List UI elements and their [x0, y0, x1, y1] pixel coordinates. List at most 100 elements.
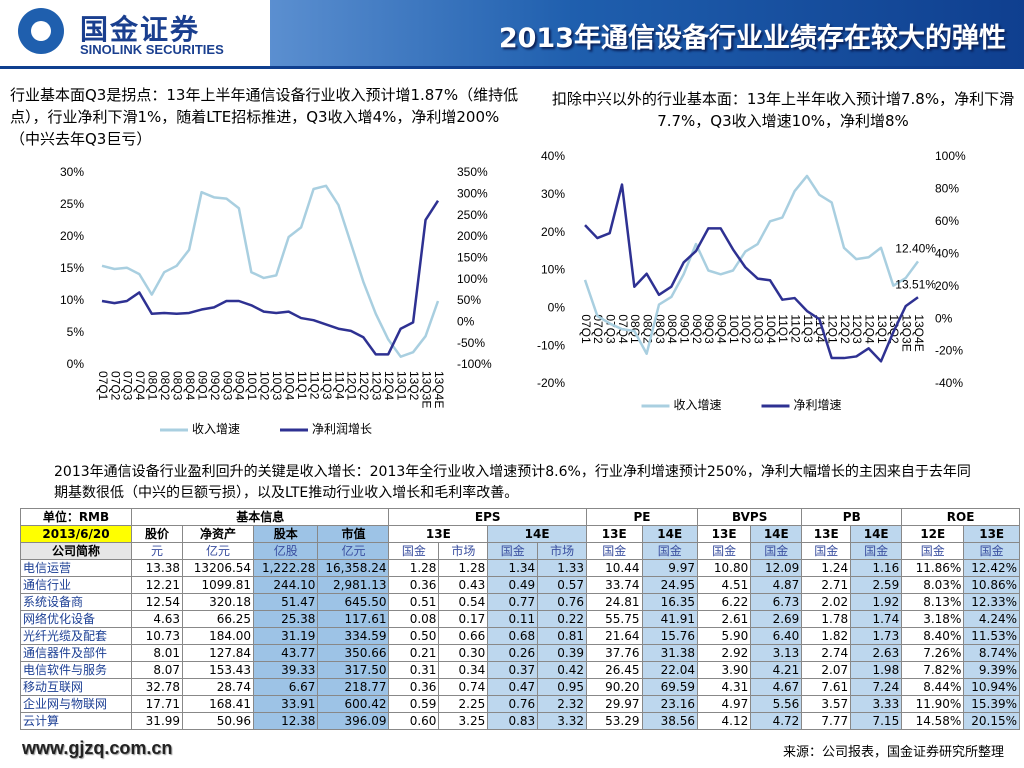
- table-cell: 13E: [586, 525, 643, 543]
- table-cell: 69.59: [641, 678, 698, 696]
- table-cell: 0.49: [487, 576, 539, 594]
- table-cell: 1.28: [438, 559, 489, 577]
- table-cell: 0.08: [388, 610, 440, 628]
- y2-tick-label: 100%: [457, 272, 488, 286]
- legend-label: 收入增速: [192, 422, 240, 436]
- table-cell: 国金: [850, 542, 903, 560]
- y2-tick-label: -100%: [457, 357, 492, 371]
- summary: 2013年通信设备行业盈利回升的关键是收入增长：2013年全行业收入增速预计8.…: [54, 464, 971, 501]
- table-cell: 14.58%: [901, 712, 965, 730]
- x-tick-label: 12Q3: [850, 314, 864, 344]
- table-cell: 0.50: [388, 627, 440, 645]
- table-cell: 2.02: [801, 593, 852, 611]
- table-cell: 31.99: [130, 712, 184, 730]
- table-cell: 2.07: [801, 661, 852, 679]
- table-cell: 0.43: [438, 576, 489, 594]
- table-cell: 4.67: [750, 678, 803, 696]
- table-cell: 1.33: [537, 559, 588, 577]
- table-cell: 0.37: [487, 661, 539, 679]
- logo-en: SINOLINK SECURITIES: [80, 42, 224, 57]
- table-cell: 66.25: [182, 610, 255, 628]
- table-cell: 3.57: [801, 695, 852, 713]
- table-cell: 1.78: [801, 610, 852, 628]
- x-tick-label: 11Q2: [307, 371, 321, 400]
- table-cell: 0.77: [487, 593, 539, 611]
- body-row: 通信器件及部件 8.01 127.84 43.77 350.66 0.21 0.30 0.26…: [20, 644, 1020, 662]
- table-cell: 4.97: [696, 695, 752, 713]
- table-cell: 12.21: [130, 576, 184, 594]
- x-tick-label: 07Q3: [121, 371, 135, 401]
- x-tick-label: 12Q3: [370, 371, 384, 401]
- table-cell: 12.09: [750, 559, 803, 577]
- table-cell: 7.26%: [901, 644, 965, 662]
- table-cell: 15.76: [641, 627, 698, 645]
- x-tick-label: 07Q1: [579, 314, 593, 344]
- table-cell: 10.80: [696, 559, 752, 577]
- y-tick-label: 20%: [541, 225, 565, 239]
- value-label: 13.51%: [895, 277, 936, 291]
- table-cell: 市场: [438, 542, 489, 560]
- table-cell: 净资产: [182, 525, 255, 543]
- table-cell: 2013/6/20: [20, 525, 132, 543]
- table-cell: 1.34: [487, 559, 539, 577]
- x-tick-label: 11Q3: [320, 371, 334, 400]
- y2-tick-label: 250%: [457, 208, 488, 222]
- x-tick-label: 13Q3E: [899, 314, 913, 351]
- table-cell: 31.19: [253, 627, 319, 645]
- y-tick-label: 0%: [67, 357, 85, 371]
- table-cell: 12.54: [130, 593, 184, 611]
- x-tick-label: 10Q1: [727, 314, 741, 344]
- body-row: 电信运营 13.38 13206.54 1,222.28 16,358.24 1.28 1.…: [20, 559, 1020, 577]
- x-tick-label: 10Q3: [751, 314, 765, 344]
- logo: 国金证券 SINOLINK SECURITIES: [0, 0, 270, 68]
- x-tick-label: 07Q1: [96, 371, 110, 401]
- header-rule: [0, 66, 1024, 69]
- table-cell: 单位：RMB: [20, 508, 132, 526]
- x-tick-label: 11Q1: [295, 371, 309, 400]
- y2-tick-label: -20%: [935, 344, 963, 358]
- table-cell: 0.47: [487, 678, 539, 696]
- table-cell: 3.33: [850, 695, 903, 713]
- table-cell: 11.53%: [963, 627, 1020, 645]
- x-tick-label: 09Q2: [208, 371, 222, 401]
- table-cell: 1.82: [801, 627, 852, 645]
- table-cell: 4.87: [750, 576, 803, 594]
- table-cell: 1.24: [801, 559, 852, 577]
- y-tick-label: 10%: [60, 293, 84, 307]
- table-cell: 244.10: [253, 576, 319, 594]
- table-cell: 14E: [641, 525, 698, 543]
- table-cell: 0.42: [537, 661, 588, 679]
- table-cell: 2.32: [537, 695, 588, 713]
- y2-tick-label: -40%: [935, 376, 963, 390]
- body-row: 光纤光缆及配套 10.73 184.00 31.19 334.59 0.50 0.66 0.6…: [20, 627, 1020, 645]
- table-cell: 8.74%: [963, 644, 1020, 662]
- table-cell: 33.74: [586, 576, 643, 594]
- table-cell: 13206.54: [182, 559, 255, 577]
- table-cell: 1.16: [850, 559, 903, 577]
- table-cell: 12.33%: [963, 593, 1020, 611]
- table-cell: 12.42%: [963, 559, 1020, 577]
- value-label: 12.40%: [895, 242, 936, 256]
- table-cell: 亿元: [182, 542, 255, 560]
- table-cell: 0.21: [388, 644, 440, 662]
- x-tick-label: 07Q2: [108, 371, 122, 401]
- table-cell: 2.63: [850, 644, 903, 662]
- y2-tick-label: -50%: [457, 336, 485, 350]
- table-cell: 0.76: [537, 593, 588, 611]
- y-tick-label: 10%: [541, 263, 565, 277]
- table-cell: 公司简称: [20, 542, 132, 560]
- legend-label: 净利增速: [794, 398, 842, 412]
- table-cell: 1099.81: [182, 576, 255, 594]
- table-cell: 20.15%: [963, 712, 1020, 730]
- table-cell: 4.63: [130, 610, 184, 628]
- logo-cn: 国金证券: [80, 13, 201, 46]
- table-cell: 4.12: [696, 712, 752, 730]
- x-tick-label: 11Q3: [801, 314, 815, 343]
- table-cell: 10.94%: [963, 678, 1020, 696]
- y-tick-label: -10%: [537, 338, 565, 352]
- y2-tick-label: 40%: [935, 246, 959, 260]
- table-cell: 320.18: [182, 593, 255, 611]
- y2-tick-label: 20%: [935, 279, 959, 293]
- x-tick-label: 08Q4: [665, 314, 679, 344]
- table-cell: EPS: [388, 508, 588, 526]
